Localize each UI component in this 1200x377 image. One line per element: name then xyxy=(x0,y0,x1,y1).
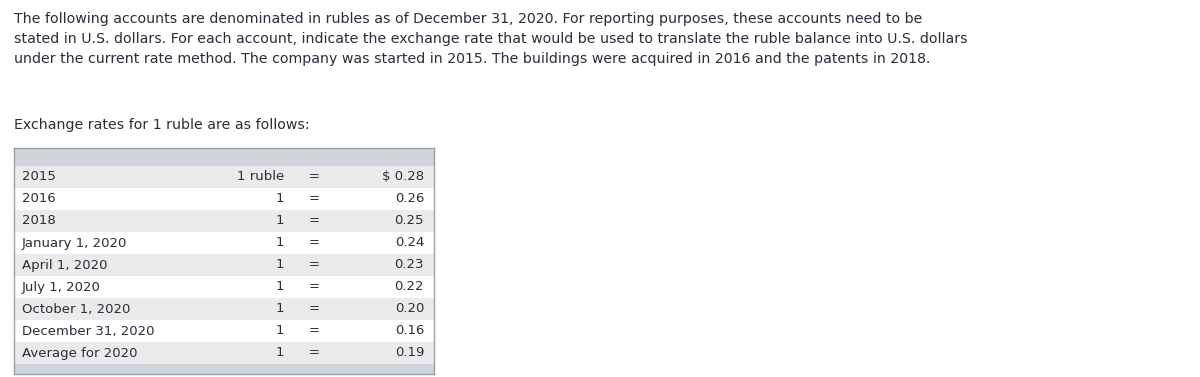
Text: 1: 1 xyxy=(276,325,284,337)
Bar xyxy=(14,232,434,254)
Text: =: = xyxy=(308,302,319,316)
Bar xyxy=(14,166,434,188)
Text: 2018: 2018 xyxy=(22,215,55,227)
Text: The following accounts are denominated in rubles as of December 31, 2020. For re: The following accounts are denominated i… xyxy=(14,12,967,66)
Text: July 1, 2020: July 1, 2020 xyxy=(22,280,101,294)
Text: 1: 1 xyxy=(276,236,284,250)
Text: October 1, 2020: October 1, 2020 xyxy=(22,302,131,316)
Text: =: = xyxy=(308,346,319,360)
Text: 1: 1 xyxy=(276,215,284,227)
Text: =: = xyxy=(308,236,319,250)
Bar xyxy=(14,298,434,320)
Bar xyxy=(14,148,434,166)
Text: 2015: 2015 xyxy=(22,170,56,184)
Text: 0.19: 0.19 xyxy=(395,346,424,360)
Text: 0.25: 0.25 xyxy=(395,215,424,227)
Text: 2016: 2016 xyxy=(22,193,55,205)
Bar xyxy=(14,342,434,364)
Text: 0.20: 0.20 xyxy=(395,302,424,316)
Text: 1 ruble: 1 ruble xyxy=(236,170,284,184)
Text: Exchange rates for 1 ruble are as follows:: Exchange rates for 1 ruble are as follow… xyxy=(14,118,310,132)
Text: =: = xyxy=(308,193,319,205)
Text: April 1, 2020: April 1, 2020 xyxy=(22,259,108,271)
Text: =: = xyxy=(308,259,319,271)
Bar xyxy=(14,364,434,374)
Text: 0.22: 0.22 xyxy=(395,280,424,294)
Bar xyxy=(14,188,434,210)
Text: 0.26: 0.26 xyxy=(395,193,424,205)
Text: $ 0.28: $ 0.28 xyxy=(382,170,424,184)
Text: 0.23: 0.23 xyxy=(395,259,424,271)
Text: 1: 1 xyxy=(276,193,284,205)
Text: January 1, 2020: January 1, 2020 xyxy=(22,236,127,250)
Text: =: = xyxy=(308,170,319,184)
Text: 1: 1 xyxy=(276,302,284,316)
Text: Average for 2020: Average for 2020 xyxy=(22,346,138,360)
Bar xyxy=(14,254,434,276)
Text: =: = xyxy=(308,280,319,294)
Text: 1: 1 xyxy=(276,346,284,360)
Text: 1: 1 xyxy=(276,280,284,294)
Bar xyxy=(14,320,434,342)
Bar xyxy=(14,210,434,232)
Text: 0.24: 0.24 xyxy=(395,236,424,250)
Text: =: = xyxy=(308,215,319,227)
Text: 0.16: 0.16 xyxy=(395,325,424,337)
Text: =: = xyxy=(308,325,319,337)
Text: December 31, 2020: December 31, 2020 xyxy=(22,325,155,337)
Text: 1: 1 xyxy=(276,259,284,271)
Bar xyxy=(14,276,434,298)
